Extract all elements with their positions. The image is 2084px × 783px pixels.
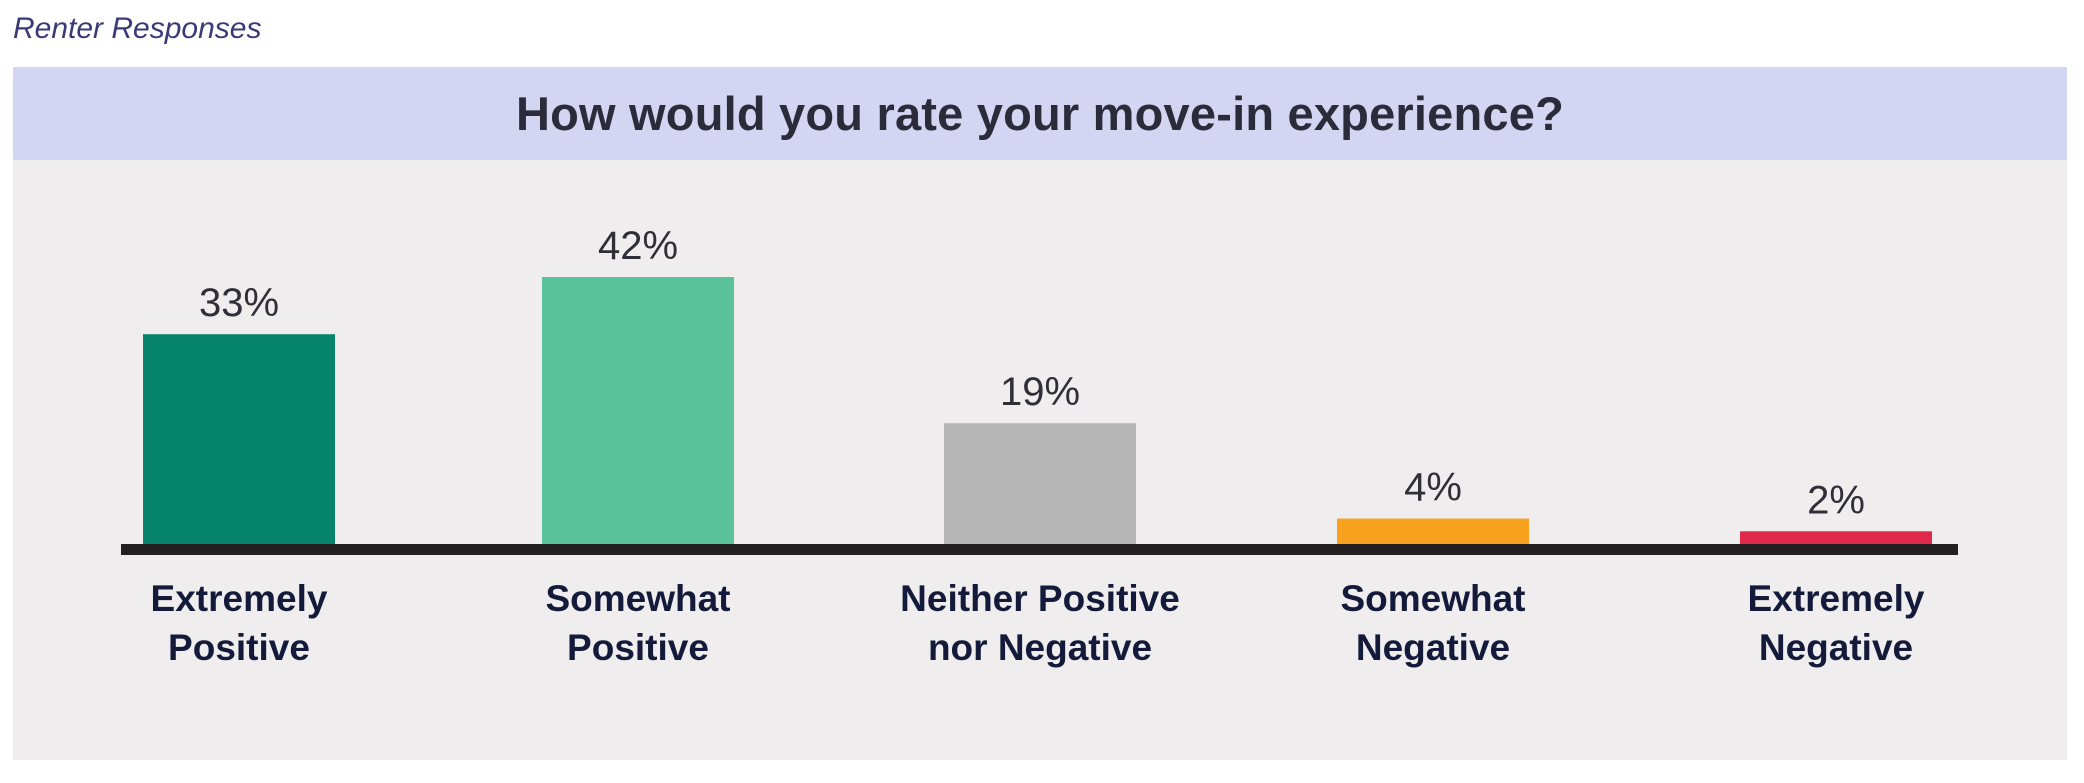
bar-2 bbox=[944, 423, 1136, 544]
labels-group: 33% Extremely Positive 42% Somewhat Positive 1… bbox=[151, 224, 1925, 668]
category-label-0-line-1: Positive bbox=[168, 627, 310, 668]
title-band: How would you rate your move-in experien… bbox=[13, 67, 2067, 160]
category-label-2-line-1: nor Negative bbox=[928, 627, 1152, 668]
bar-chart: 33% Extremely Positive 42% Somewhat Positive 1… bbox=[121, 224, 1958, 668]
bar-0 bbox=[143, 334, 335, 544]
bar-3 bbox=[1337, 518, 1529, 544]
value-label-4: 2% bbox=[1807, 478, 1865, 522]
chart-title: How would you rate your move-in experien… bbox=[515, 87, 1565, 140]
chart-card: How would you rate your move-in experien… bbox=[13, 67, 2067, 760]
category-label-3-line-1: Negative bbox=[1356, 627, 1510, 668]
bar-4 bbox=[1740, 531, 1932, 544]
value-label-2: 19% bbox=[1000, 370, 1080, 414]
category-label-1-line-1: Positive bbox=[567, 627, 709, 668]
category-label-3-line-0: Somewhat bbox=[1340, 578, 1525, 619]
x-axis-baseline bbox=[121, 544, 1958, 555]
category-label-1-line-0: Somewhat bbox=[545, 578, 730, 619]
category-label-0-line-0: Extremely bbox=[151, 578, 328, 619]
value-label-3: 4% bbox=[1404, 466, 1462, 510]
value-label-1: 42% bbox=[598, 224, 678, 268]
bar-1 bbox=[542, 277, 734, 544]
category-label-4-line-1: Negative bbox=[1759, 627, 1913, 668]
category-label-2-line-0: Neither Positive bbox=[900, 578, 1180, 619]
chart-subtitle: Renter Responses bbox=[13, 12, 262, 45]
category-label-4-line-0: Extremely bbox=[1748, 578, 1925, 619]
value-label-0: 33% bbox=[199, 281, 279, 325]
bars-group bbox=[143, 277, 1932, 544]
